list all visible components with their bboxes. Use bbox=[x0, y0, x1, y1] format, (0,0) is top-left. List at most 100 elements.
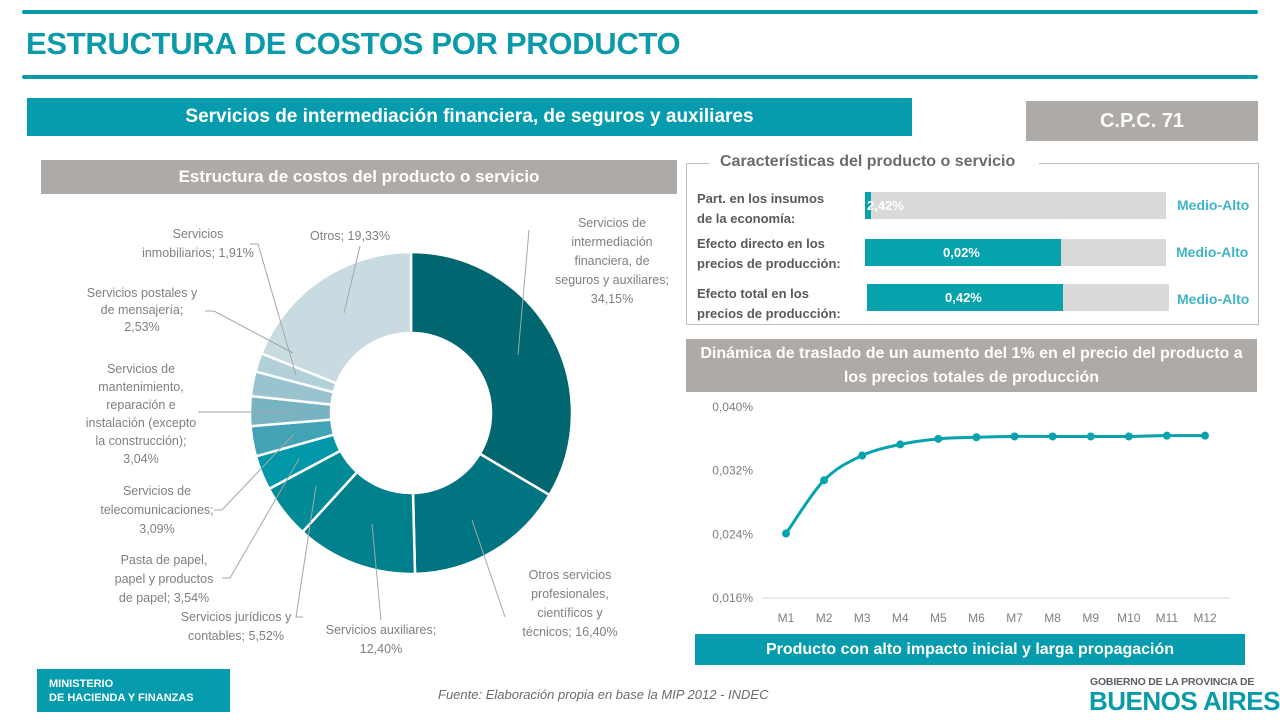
data-point bbox=[820, 476, 829, 485]
donut-leader-line bbox=[250, 243, 297, 376]
data-point bbox=[896, 440, 905, 449]
x-tick-label: M7 bbox=[1006, 611, 1023, 625]
data-point bbox=[972, 433, 981, 442]
donut-data-label-line: inmobiliarios; 1,91% bbox=[142, 246, 254, 260]
char-label-efecto-directo: Efecto directo en los precios de producc… bbox=[697, 236, 841, 271]
x-tick-label: M5 bbox=[930, 611, 947, 625]
product-name-banner: Servicios de intermediación financiera, … bbox=[27, 98, 912, 136]
char-bar-efecto-total: 0,42% bbox=[867, 284, 1169, 311]
data-point bbox=[1124, 432, 1133, 441]
gov-logo-line2: BUENOS AIRES bbox=[1089, 686, 1280, 716]
donut-data-label-line: mantenimiento, bbox=[98, 380, 183, 394]
donut-data-label-line: instalación (excepto bbox=[86, 416, 197, 430]
char-bar-fill bbox=[867, 284, 1064, 311]
donut-data-label: Servicios postales y de mensajería; 2,53% bbox=[87, 286, 198, 334]
x-tick-label: M9 bbox=[1082, 611, 1099, 625]
donut-leader-line bbox=[343, 245, 361, 314]
data-point bbox=[1086, 432, 1095, 441]
y-tick-label: 0,032% bbox=[712, 464, 753, 478]
data-point bbox=[1010, 432, 1019, 441]
ministry-logo: MINISTERIO DE HACIENDA Y FINANZAS bbox=[37, 669, 230, 712]
char-label-efecto-total: Efecto total en los precios de producció… bbox=[697, 286, 841, 321]
char-bar-efecto-directo: 0,02% bbox=[865, 239, 1166, 266]
char-bar-value: 2,42% bbox=[867, 198, 904, 213]
donut-data-label: Servicios de intermediación financiera, de… bbox=[555, 216, 669, 306]
x-tick-label: M11 bbox=[1156, 611, 1179, 625]
char-level-insumos: Medio-Alto bbox=[1177, 197, 1250, 213]
donut-data-label-line: papel y productos bbox=[115, 572, 214, 586]
page-title: ESTRUCTURA DE COSTOS POR PRODUCTO bbox=[26, 26, 681, 61]
conclusion-banner: Producto con alto impacto inicial y larg… bbox=[695, 634, 1245, 665]
char-level-efecto-directo: Medio-Alto bbox=[1176, 244, 1249, 260]
donut-data-label-line: de papel; 3,54% bbox=[119, 591, 209, 605]
donut-data-label: Servicios de mantenimiento, reparación e in… bbox=[86, 362, 197, 466]
donut-leader-line bbox=[471, 519, 506, 618]
donut-data-label-line: Servicios bbox=[173, 227, 224, 241]
donut-data-label-line: Otros servicios bbox=[529, 568, 612, 582]
donut-data-label: Pasta de papel, papel y productos de papel… bbox=[115, 553, 214, 605]
donut-leader-line bbox=[371, 523, 382, 621]
donut-data-label-line: contables; 5,52% bbox=[188, 629, 284, 643]
char-label-insumos: Part. en los insumos de la economía: bbox=[697, 191, 825, 226]
dynamics-line-chart: 0,016% 0,024% 0,032% 0,040% M1 M2 M3 M4 M5 M6 M7 M8… bbox=[712, 400, 1230, 625]
characteristics-box bbox=[686, 163, 1259, 325]
donut-data-label-line: intermediación bbox=[571, 235, 652, 249]
donut-data-label-line: Servicios de bbox=[107, 362, 175, 376]
data-point bbox=[858, 451, 867, 460]
donut-data-label-line: 3,04% bbox=[123, 452, 158, 466]
donut-slice bbox=[259, 250, 413, 386]
y-tick-label: 0,040% bbox=[712, 400, 753, 414]
x-tick-label: M4 bbox=[892, 611, 909, 625]
gov-logo-line1: GOBIERNO DE LA PROVINCIA DE bbox=[1090, 676, 1255, 688]
y-tick-label: 0,016% bbox=[712, 591, 753, 605]
donut-data-label: Otros servicios profesionales, científicos… bbox=[522, 568, 617, 639]
donut-data-label: Servicios jurídicos y contables; 5,52% bbox=[181, 610, 292, 643]
donut-data-label: Otros; 19,33% bbox=[310, 229, 390, 243]
donut-data-label-line: Otros; 19,33% bbox=[310, 229, 390, 243]
donut-data-label: Servicios de telecomunicaciones; 3,09% bbox=[100, 484, 213, 536]
data-point bbox=[782, 529, 790, 538]
x-tick-label: M3 bbox=[854, 611, 871, 625]
char-bar-insumos: 2,42% bbox=[865, 192, 1166, 219]
donut-data-label-line: científicos y bbox=[537, 606, 603, 620]
cost-structure-donut-chart: Servicios de intermediación financiera, de… bbox=[86, 216, 669, 656]
donut-leader-line bbox=[517, 229, 530, 356]
char-level-efecto-total: Medio-Alto bbox=[1177, 291, 1250, 307]
donut-data-label-line: seguros y auxiliares; bbox=[555, 273, 669, 287]
char-bar-value: 0,02% bbox=[943, 245, 980, 260]
dynamics-title: Dinámica de traslado de un aumento del 1… bbox=[686, 339, 1257, 392]
y-tick-label: 0,024% bbox=[712, 527, 753, 541]
data-point bbox=[1201, 431, 1209, 440]
data-point bbox=[934, 434, 943, 443]
donut-data-label: Servicios inmobiliarios; 1,91% bbox=[142, 227, 254, 260]
donut-data-label-line: 3,09% bbox=[139, 522, 174, 536]
donut-data-label-line: reparación e bbox=[106, 398, 176, 412]
x-tick-label: M12 bbox=[1193, 611, 1217, 625]
cpc-code-badge: C.P.C. 71 bbox=[1026, 101, 1258, 141]
donut-data-label-line: 34,15% bbox=[591, 292, 633, 306]
data-point bbox=[1162, 431, 1171, 440]
x-tick-label: M10 bbox=[1117, 611, 1141, 625]
char-bar-fill bbox=[865, 239, 1061, 266]
donut-data-label-line: Servicios de bbox=[123, 484, 191, 498]
donut-data-label-line: Servicios postales y bbox=[87, 286, 198, 300]
donut-data-label-line: profesionales, bbox=[531, 587, 609, 601]
donut-data-label-line: Servicios auxiliares; bbox=[326, 623, 436, 637]
donut-leader-line bbox=[205, 310, 294, 354]
donut-data-label-line: 12,40% bbox=[360, 642, 402, 656]
data-point bbox=[1048, 432, 1057, 441]
donut-data-label-line: de mensajería; bbox=[101, 303, 184, 317]
donut-data-label-line: técnicos; 16,40% bbox=[522, 625, 617, 639]
donut-leader-line bbox=[222, 458, 300, 579]
x-tick-label: M2 bbox=[816, 611, 833, 625]
structure-panel-title: Estructura de costos del producto o serv… bbox=[41, 160, 677, 194]
series-line bbox=[784, 434, 1206, 535]
donut-slice bbox=[409, 250, 574, 497]
donut-data-label-line: financiera, de bbox=[574, 254, 649, 268]
title-rule bbox=[22, 75, 1258, 79]
characteristics-title: Características del producto o servicio bbox=[720, 153, 1016, 170]
char-bar-fill bbox=[865, 192, 872, 219]
x-tick-label: M1 bbox=[778, 611, 795, 625]
donut-data-label-line: la construcción); bbox=[95, 434, 186, 448]
donut-data-label-line: telecomunicaciones; bbox=[100, 503, 213, 517]
